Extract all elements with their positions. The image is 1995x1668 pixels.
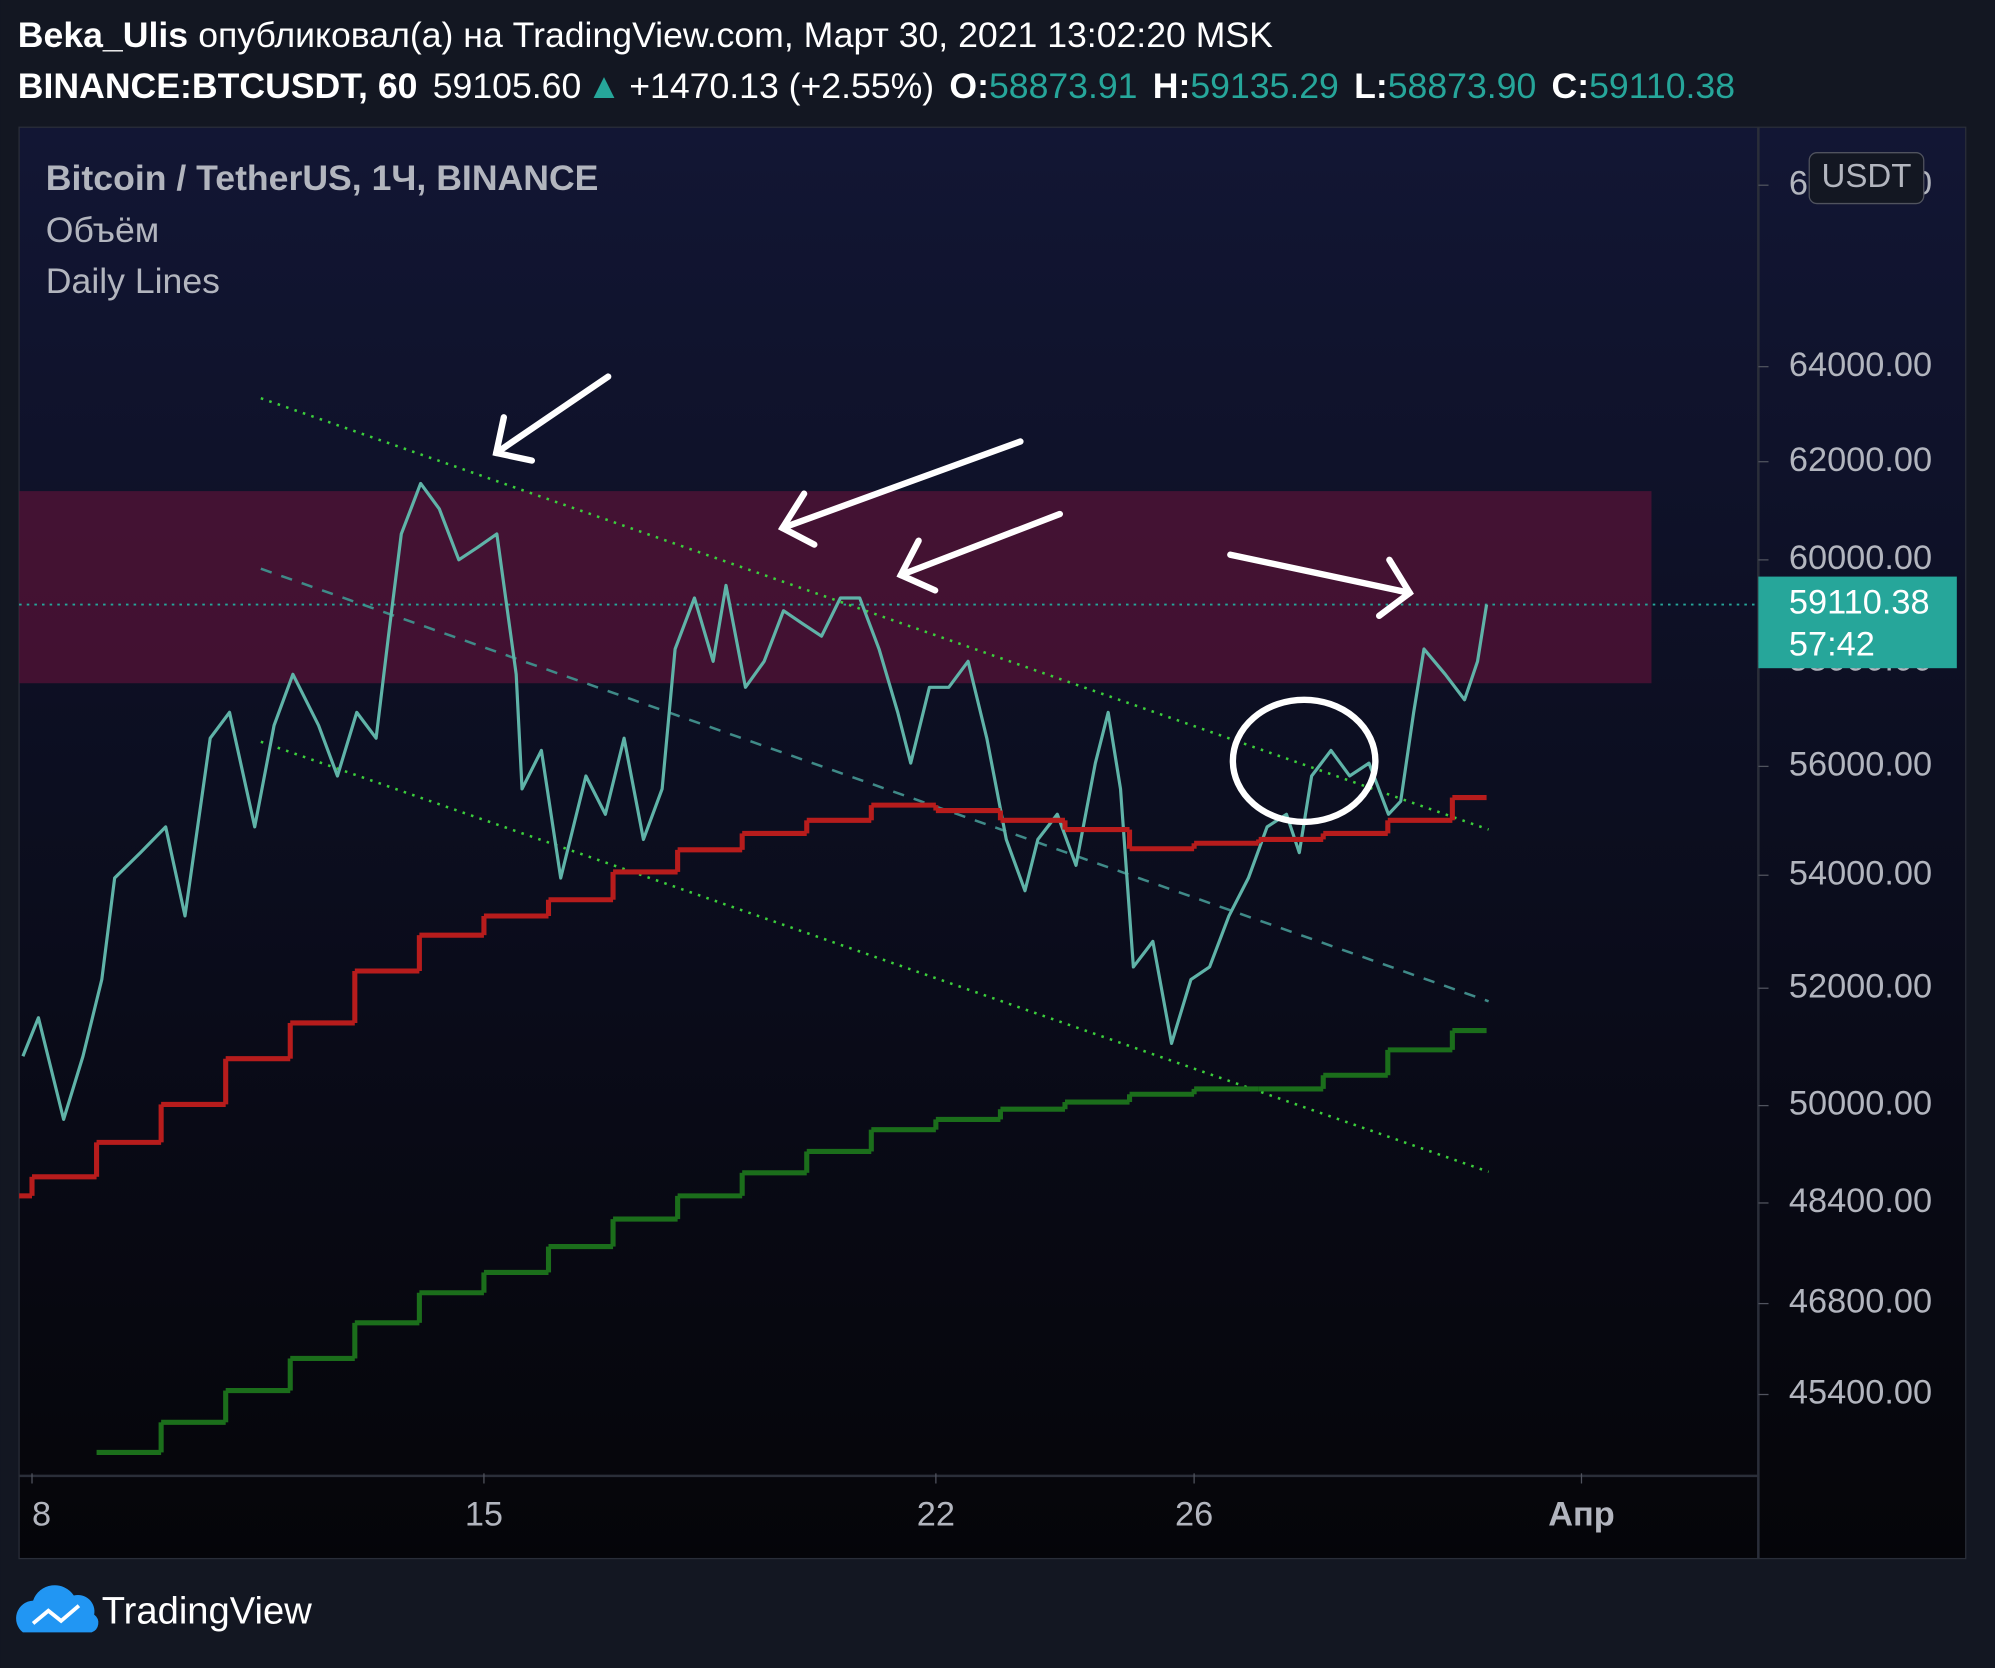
- channel-middle: [260, 567, 1490, 1003]
- x-tick-label: 22: [917, 1496, 955, 1534]
- last-price-badge: [1758, 576, 1957, 669]
- y-tick-label: 48400.00: [1789, 1182, 1932, 1220]
- chart-pane: [18, 126, 1967, 1560]
- channel-top: [260, 397, 1490, 831]
- ohlc-value: 58873.90: [1388, 66, 1537, 106]
- last: 59105.60: [433, 66, 582, 106]
- arrow-head: [492, 414, 536, 464]
- symbol-line: BINANCE:BTCUSDT, 60 59105.60 ▲ +1470.13 (+2…: [18, 66, 1735, 106]
- x-tick-label: 15: [465, 1496, 503, 1534]
- currency-badge: [1808, 152, 1925, 205]
- y-tick-label: 62000.00: [1789, 441, 1932, 479]
- published: опубликовал(а) на TradingView.com, Март …: [198, 16, 1273, 56]
- publish-line: Beka_Ulis опубликовал(а) на TradingView.c…: [18, 16, 1273, 56]
- ohlc-label: O:: [949, 66, 989, 106]
- ohlc-label: H:: [1153, 66, 1191, 106]
- arrow: [897, 510, 1064, 579]
- y-tick-label: 52000.00: [1789, 967, 1932, 1005]
- author: Beka_Ulis: [18, 16, 188, 56]
- y-tick-label: 50000.00: [1789, 1085, 1932, 1123]
- y-tick-label: 54000.00: [1789, 854, 1932, 892]
- pane-title: Bitcoin / TetherUS, 1Ч, BINANCE: [46, 158, 599, 198]
- arrow: [779, 438, 1024, 532]
- logo: TradingView: [16, 1585, 312, 1633]
- x-tick-label: Апр: [1548, 1496, 1615, 1534]
- indicator-label: Объём: [46, 210, 159, 250]
- annotations: [492, 373, 1414, 826]
- arrow: [493, 373, 612, 457]
- arrow-head: [1376, 556, 1414, 619]
- y-tick-label: 64000.00: [1789, 346, 1932, 384]
- ohlc-value: 59135.29: [1190, 66, 1339, 106]
- highlight-circle: [1229, 696, 1379, 826]
- indicator-label: Daily Lines: [46, 261, 220, 301]
- channel-bottom: [260, 740, 1490, 1173]
- y-tick-label: 56000.00: [1789, 745, 1932, 783]
- price-axis: 8152226Апр68000.0064000.0062000.0060000.…: [31, 152, 1957, 1534]
- x-tick-label: 8: [32, 1496, 51, 1534]
- currency-label: USDT: [1821, 158, 1911, 195]
- y-tick-label: 60000.00: [1789, 539, 1932, 577]
- y-tick-label: 46800.00: [1789, 1283, 1932, 1321]
- y-tick-label: 45400.00: [1789, 1374, 1932, 1412]
- plot: [19, 481, 1756, 1455]
- ohlc-label: L:: [1354, 66, 1388, 106]
- logo-line: [31, 1604, 81, 1625]
- logo-text: TradingView: [102, 1589, 312, 1632]
- ohlc-value: 58873.91: [989, 66, 1138, 106]
- x-tick-label: 26: [1175, 1496, 1213, 1534]
- symbol: BINANCE:BTCUSDT, 60: [18, 66, 418, 106]
- ohlc-value: 59110.38: [1589, 66, 1735, 106]
- arrow-head: [777, 490, 818, 548]
- countdown-label: 57:42: [1789, 626, 1875, 664]
- ohlc-label: C:: [1552, 66, 1590, 106]
- arrow: [1227, 551, 1413, 597]
- up-icon: ▲: [586, 66, 621, 106]
- arrow-head: [896, 537, 939, 594]
- last-price-label: 59110.38: [1789, 584, 1930, 622]
- change: +1470.13 (+2.55%): [629, 66, 934, 106]
